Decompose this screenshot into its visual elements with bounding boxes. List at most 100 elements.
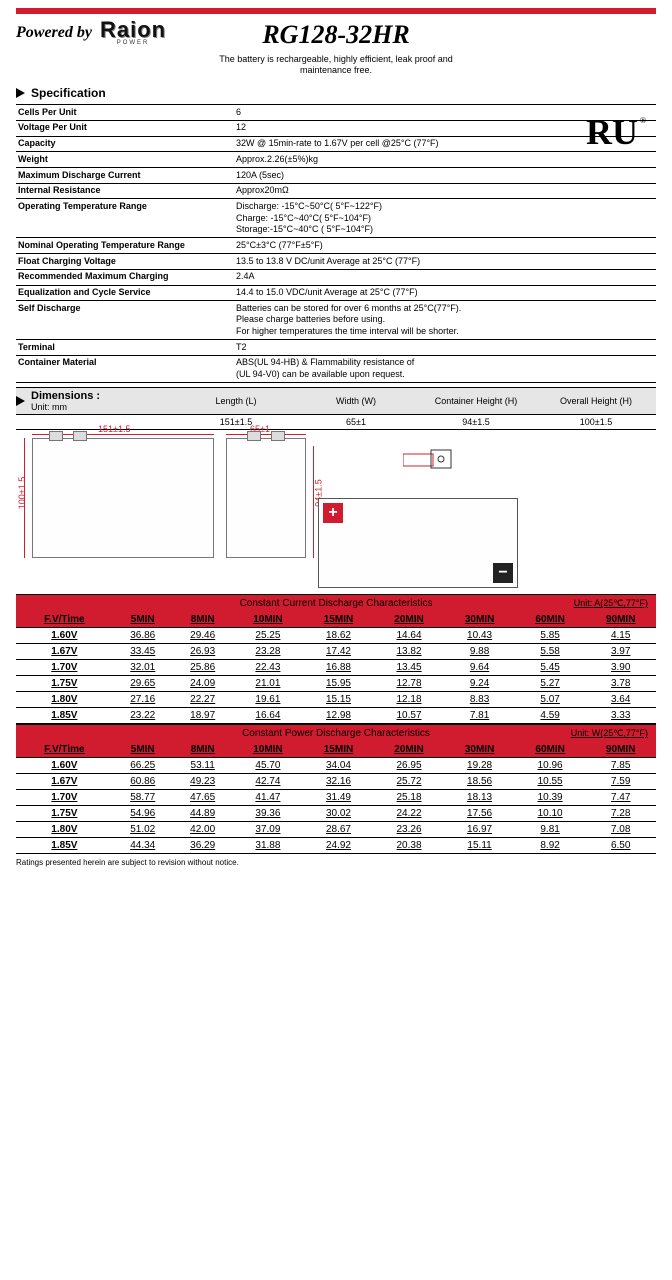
- spec-label: Recommended Maximum Charging: [16, 269, 226, 285]
- disc-value-cell: 3.33: [585, 708, 656, 724]
- spec-label: Nominal Operating Temperature Range: [16, 238, 226, 254]
- disc-value-cell: 3.97: [585, 644, 656, 660]
- disc-value-cell: 47.65: [173, 790, 233, 806]
- disc-value-cell: 12.78: [374, 676, 445, 692]
- disc-value-cell: 9.64: [444, 660, 515, 676]
- disc-value-cell: 10.55: [515, 774, 586, 790]
- disc-row: 1.60V66.2553.1145.7034.0426.9519.2810.96…: [16, 758, 656, 774]
- header-accent-bar: [16, 8, 656, 14]
- spec-label: Self Discharge: [16, 301, 226, 340]
- disc-row: 1.80V51.0242.0037.0928.6723.2616.979.817…: [16, 822, 656, 838]
- disc-value-cell: 29.65: [113, 676, 173, 692]
- disc-value-cell: 15.15: [303, 692, 374, 708]
- disc-value-cell: 51.02: [113, 822, 173, 838]
- dimension-value: 65±1: [296, 415, 416, 429]
- spec-value: 25°C±3°C (77°F±5°F): [226, 238, 656, 254]
- disc-value-cell: 15.95: [303, 676, 374, 692]
- dimensions-columns: Length (L)Width (W)Container Height (H)O…: [176, 394, 656, 408]
- spec-row: TerminalT2: [16, 340, 656, 356]
- disc-value-cell: 18.62: [303, 628, 374, 644]
- disc-fv-cell: 1.80V: [16, 822, 113, 838]
- disc-value-cell: 3.64: [585, 692, 656, 708]
- spec-value: 2.4A: [226, 269, 656, 285]
- dimension-column-header: Width (W): [296, 394, 416, 408]
- disc-fv-cell: 1.85V: [16, 838, 113, 854]
- spec-label: Float Charging Voltage: [16, 254, 226, 270]
- disc-value-cell: 23.22: [113, 708, 173, 724]
- disc-value-cell: 26.95: [374, 758, 445, 774]
- disc-value-cell: 19.28: [444, 758, 515, 774]
- disc-value-cell: 22.43: [233, 660, 304, 676]
- disc-row: 1.75V29.6524.0921.0115.9512.789.245.273.…: [16, 676, 656, 692]
- disc-time-header: 60MIN: [515, 742, 586, 758]
- disc-row: 1.67V60.8649.2342.7432.1625.7218.5610.55…: [16, 774, 656, 790]
- disc-fv-cell: 1.75V: [16, 676, 113, 692]
- disc-time-header: 10MIN: [233, 742, 304, 758]
- disc-value-cell: 12.18: [374, 692, 445, 708]
- spec-value: 14.4 to 15.0 VDC/unit Average at 25°C (7…: [226, 285, 656, 301]
- spec-row: Voltage Per Unit12: [16, 120, 656, 136]
- disc-fv-cell: 1.70V: [16, 790, 113, 806]
- disc-value-cell: 44.89: [173, 806, 233, 822]
- disc-value-cell: 10.57: [374, 708, 445, 724]
- disc-value-cell: 25.18: [374, 790, 445, 806]
- disc-row: 1.67V33.4526.9323.2817.4213.829.885.583.…: [16, 644, 656, 660]
- disc-value-cell: 44.34: [113, 838, 173, 854]
- disc-time-header: 90MIN: [585, 742, 656, 758]
- disc-value-cell: 29.46: [173, 628, 233, 644]
- disc-value-cell: 9.88: [444, 644, 515, 660]
- disc-time-header: 30MIN: [444, 742, 515, 758]
- disc-value-cell: 16.97: [444, 822, 515, 838]
- disc-value-cell: 32.16: [303, 774, 374, 790]
- disc-value-cell: 34.04: [303, 758, 374, 774]
- disc-value-cell: 28.67: [303, 822, 374, 838]
- spec-row: Capacity32W @ 15min-rate to 1.67V per ce…: [16, 136, 656, 152]
- spec-row: Internal ResistanceApprox20mΩ: [16, 183, 656, 199]
- disc-value-cell: 10.43: [444, 628, 515, 644]
- spec-label: Cells Per Unit: [16, 105, 226, 121]
- disc-row: 1.70V32.0125.8622.4316.8813.459.645.453.…: [16, 660, 656, 676]
- disc-value-cell: 13.45: [374, 660, 445, 676]
- disc-value-cell: 8.83: [444, 692, 515, 708]
- disc-value-cell: 14.64: [374, 628, 445, 644]
- disc-value-cell: 5.45: [515, 660, 586, 676]
- brand-name: Raion: [100, 20, 166, 40]
- disc-value-cell: 5.85: [515, 628, 586, 644]
- disc-fv-cell: 1.80V: [16, 692, 113, 708]
- current-discharge-table: F.V/Time5MIN8MIN10MIN15MIN20MIN30MIN60MI…: [16, 612, 656, 724]
- disc-value-cell: 36.29: [173, 838, 233, 854]
- disc-value-cell: 30.02: [303, 806, 374, 822]
- ratings-footnote: Ratings presented herein are subject to …: [16, 858, 656, 867]
- spec-value: Batteries can be stored for over 6 month…: [226, 301, 656, 340]
- disc-row: 1.85V44.3436.2931.8824.9220.3815.118.926…: [16, 838, 656, 854]
- disc-fv-cell: 1.75V: [16, 806, 113, 822]
- spec-value: Approx.2.26(±5%)kg: [226, 152, 656, 168]
- disc-value-cell: 19.61: [233, 692, 304, 708]
- disc-value-cell: 24.09: [173, 676, 233, 692]
- disc-row: 1.75V54.9644.8939.3630.0224.2217.5610.10…: [16, 806, 656, 822]
- disc-value-cell: 9.24: [444, 676, 515, 692]
- ul-certification-icon: RU®: [586, 118, 636, 147]
- dimensions-title: Dimensions :: [31, 390, 100, 402]
- disc-value-cell: 17.42: [303, 644, 374, 660]
- disc-value-cell: 24.22: [374, 806, 445, 822]
- disc-value-cell: 45.70: [233, 758, 304, 774]
- disc-value-cell: 18.97: [173, 708, 233, 724]
- brand-sub: POWER: [117, 40, 150, 46]
- brand-logo: Raion POWER: [100, 20, 166, 46]
- disc-value-cell: 54.96: [113, 806, 173, 822]
- spec-label: Equalization and Cycle Service: [16, 285, 226, 301]
- disc-col-header: F.V/Time: [16, 612, 113, 628]
- disc-value-cell: 60.86: [113, 774, 173, 790]
- plus-terminal-icon: +: [323, 503, 343, 523]
- disc-value-cell: 5.58: [515, 644, 586, 660]
- disc-value-cell: 6.50: [585, 838, 656, 854]
- spec-label: Voltage Per Unit: [16, 120, 226, 136]
- disc-value-cell: 18.13: [444, 790, 515, 806]
- section-triangle-icon: [16, 396, 25, 406]
- dimension-value: 100±1.5: [536, 415, 656, 429]
- technical-drawings: 151±1.5 100±1.5 65±1 94±1.5: [16, 438, 656, 588]
- disc-value-cell: 31.88: [233, 838, 304, 854]
- spec-value: Discharge: -15°C~50°C( 5°F~122°F)Charge:…: [226, 199, 656, 238]
- disc-value-cell: 10.39: [515, 790, 586, 806]
